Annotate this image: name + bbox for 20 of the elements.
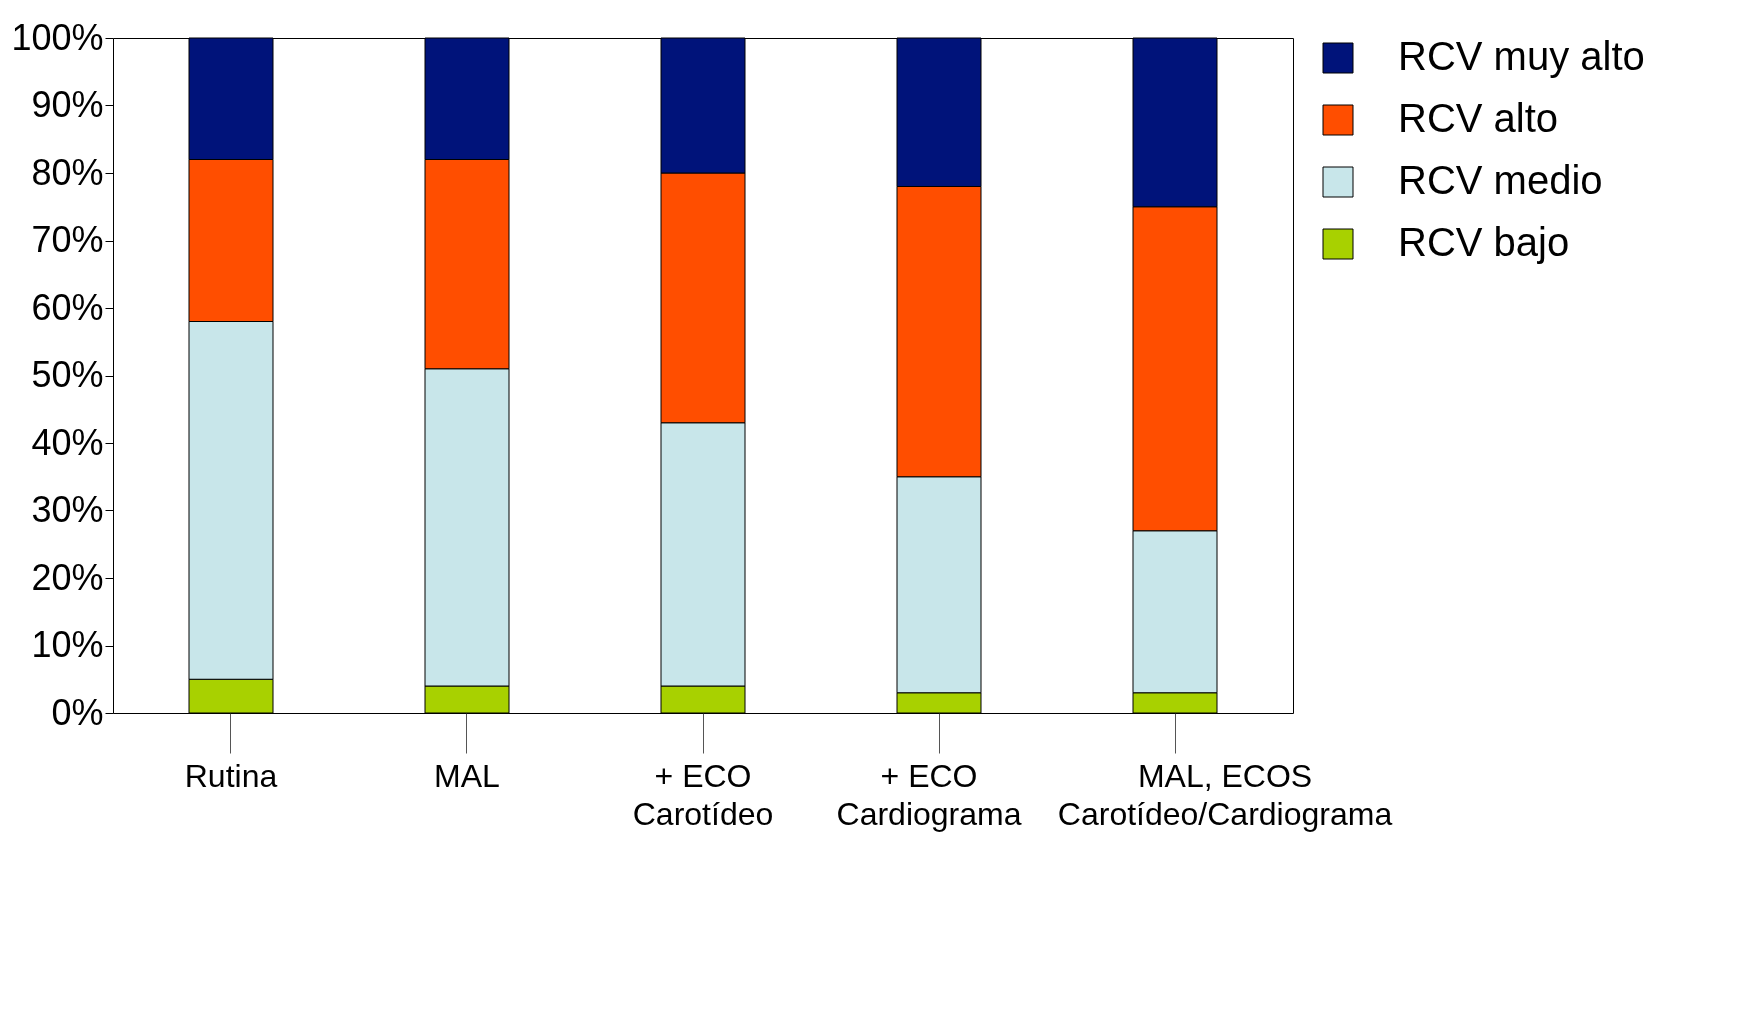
y-tick-label: 20% (31, 556, 104, 598)
y-tick-label: 90% (31, 84, 104, 125)
legend-label: RCV alto (1398, 96, 1559, 140)
x-tick-label: MAL (434, 757, 500, 794)
y-tick-label: 60% (31, 286, 104, 328)
y-tick-label: 100% (11, 16, 104, 58)
x-tick-label: + ECO Cardiograma (836, 757, 1022, 832)
y-tick-label: 50% (31, 354, 104, 395)
y-tick-label: 40% (31, 421, 104, 463)
legend-label: RCV bajo (1398, 220, 1570, 264)
y-tick-label: 70% (31, 219, 104, 260)
y-tick-label: 80% (31, 151, 104, 193)
legend-label: RCV medio (1398, 158, 1603, 202)
x-tick-label: + ECO Carotídeo (632, 757, 774, 832)
legend-label: RCV muy alto (1398, 34, 1645, 78)
y-tick-label: 10% (31, 624, 104, 665)
y-tick-label: 30% (31, 489, 104, 530)
x-tick-label: Rutina (184, 757, 278, 794)
x-tick-label: MAL, ECOS Carotídeo/Cardiograma (1057, 757, 1393, 832)
y-tick-label: 0% (51, 691, 104, 733)
